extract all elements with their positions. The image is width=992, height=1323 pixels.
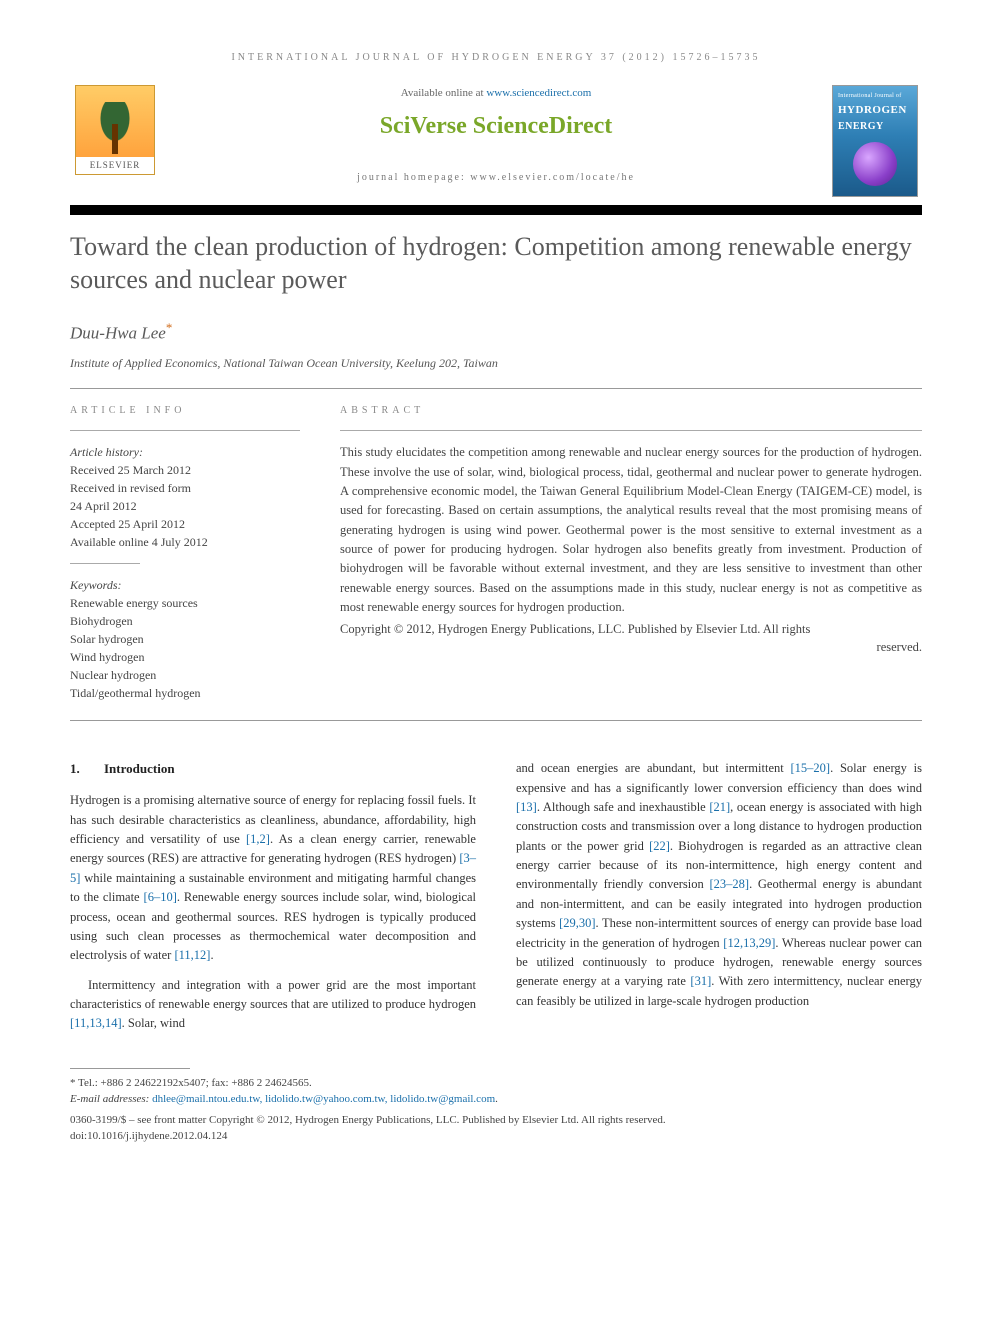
keywords-block: Keywords: Renewable energy sources Biohy… <box>70 576 300 702</box>
journal-cover-icon[interactable]: International Journal of HYDROGEN ENERGY <box>832 85 918 197</box>
keywords-heading: Keywords: <box>70 576 300 594</box>
section-title: Introduction <box>104 761 175 776</box>
citation-link[interactable]: [12,13,29] <box>723 936 775 950</box>
legal-block: 0360-3199/$ – see front matter Copyright… <box>70 1112 922 1145</box>
info-abstract-row: ARTICLE INFO Article history: Received 2… <box>70 389 922 720</box>
available-prefix: Available online at <box>401 87 487 99</box>
paragraph: Hydrogen is a promising alternative sour… <box>70 791 476 965</box>
affiliation: Institute of Applied Economics, National… <box>70 354 922 372</box>
keyword: Renewable energy sources <box>70 594 300 612</box>
cover-line3: ENERGY <box>838 119 912 134</box>
journal-header: ELSEVIER Available online at www.science… <box>70 85 922 215</box>
article-title: Toward the clean production of hydrogen:… <box>70 231 922 296</box>
email-line: E-mail addresses: dhlee@mail.ntou.edu.tw… <box>70 1091 922 1108</box>
sciencedirect-link[interactable]: www.sciencedirect.com <box>486 87 591 99</box>
citation-link[interactable]: [11,13,14] <box>70 1016 122 1030</box>
sciencedirect-text: ScienceDirect <box>473 113 613 139</box>
journal-cover-block: International Journal of HYDROGEN ENERGY <box>832 85 922 197</box>
citation-link[interactable]: [15–20] <box>790 761 830 775</box>
info-rule-2 <box>70 563 140 564</box>
rule-bottom <box>70 720 922 721</box>
abstract-rule <box>340 430 922 431</box>
header-divider-bar <box>70 205 922 215</box>
sciverse-text: SciVerse <box>380 113 473 139</box>
article-history-block: Article history: Received 25 March 2012 … <box>70 443 300 551</box>
citation-link[interactable]: [29,30] <box>559 916 595 930</box>
keyword: Nuclear hydrogen <box>70 666 300 684</box>
homepage-prefix: journal homepage: <box>357 172 470 183</box>
elsevier-logo-icon[interactable]: ELSEVIER <box>75 85 155 175</box>
running-head: INTERNATIONAL JOURNAL OF HYDROGEN ENERGY… <box>70 50 922 65</box>
section-number: 1. <box>70 759 104 779</box>
keyword: Biohydrogen <box>70 612 300 630</box>
header-inner: ELSEVIER Available online at www.science… <box>70 85 922 197</box>
keyword: Tidal/geothermal hydrogen <box>70 684 300 702</box>
abstract-column: ABSTRACT This study elucidates the compe… <box>340 403 922 702</box>
history-heading: Article history: <box>70 443 300 461</box>
citation-link[interactable]: [23–28] <box>709 877 749 891</box>
citation-link[interactable]: [21] <box>709 800 730 814</box>
publisher-logo-block: ELSEVIER <box>70 85 160 175</box>
paragraph: Intermittency and integration with a pow… <box>70 976 476 1034</box>
author-name[interactable]: Duu-Hwa Lee <box>70 324 166 343</box>
sciverse-brand[interactable]: SciVerse ScienceDirect <box>170 108 822 144</box>
article-info-column: ARTICLE INFO Article history: Received 2… <box>70 403 300 702</box>
history-line: 24 April 2012 <box>70 497 300 515</box>
citation-link[interactable]: [1,2] <box>246 832 270 846</box>
doi-link[interactable]: 10.1016/j.ijhydene.2012.04.124 <box>87 1130 227 1142</box>
history-line: Available online 4 July 2012 <box>70 533 300 551</box>
author-line: Duu-Hwa Lee* <box>70 318 922 346</box>
citation-link[interactable]: [6–10] <box>144 890 177 904</box>
section-heading-1: 1.Introduction <box>70 759 476 779</box>
footer-area: * Tel.: +886 2 24622192x5407; fax: +886 … <box>70 1068 922 1145</box>
footnote-rule <box>70 1068 190 1069</box>
cover-line2: HYDROGEN <box>838 102 912 119</box>
copyright-left: Copyright © 2012, Hydrogen Energy Public… <box>340 622 810 636</box>
cover-orb-icon <box>853 142 897 186</box>
email-label: E-mail addresses: <box>70 1093 152 1105</box>
corresponding-star-icon: * <box>166 320 173 335</box>
body-columns: 1.Introduction Hydrogen is a promising a… <box>70 759 922 1044</box>
citation-link[interactable]: [11,12] <box>174 948 210 962</box>
citation-link[interactable]: [22] <box>649 839 670 853</box>
email-link[interactable]: dhlee@mail.ntou.edu.tw, lidolido.tw@yaho… <box>152 1093 495 1105</box>
keyword: Solar hydrogen <box>70 630 300 648</box>
elsevier-tree-icon <box>90 102 140 157</box>
cover-line1: International Journal of <box>838 92 912 101</box>
citation-link[interactable]: [13] <box>516 800 537 814</box>
journal-homepage-line: journal homepage: www.elsevier.com/locat… <box>170 170 822 185</box>
corresponding-footnote: * Tel.: +886 2 24622192x5407; fax: +886 … <box>70 1075 922 1108</box>
legal-line1: 0360-3199/$ – see front matter Copyright… <box>70 1112 922 1129</box>
available-online-line: Available online at www.sciencedirect.co… <box>170 85 822 102</box>
info-rule-1 <box>70 430 300 431</box>
homepage-url[interactable]: www.elsevier.com/locate/he <box>470 172 635 183</box>
abstract-label: ABSTRACT <box>340 403 922 418</box>
keyword: Wind hydrogen <box>70 648 300 666</box>
body-left-column: 1.Introduction Hydrogen is a promising a… <box>70 759 476 1044</box>
copyright-right: reserved. <box>340 638 922 657</box>
article-page: INTERNATIONAL JOURNAL OF HYDROGEN ENERGY… <box>0 0 992 1185</box>
abstract-text: This study elucidates the competition am… <box>340 443 922 617</box>
header-center: Available online at www.sciencedirect.co… <box>160 85 832 185</box>
elsevier-label: ELSEVIER <box>76 157 154 175</box>
tel-fax-line: * Tel.: +886 2 24622192x5407; fax: +886 … <box>70 1075 922 1092</box>
legal-line2: doi:10.1016/j.ijhydene.2012.04.124 <box>70 1128 922 1145</box>
abstract-copyright: Copyright © 2012, Hydrogen Energy Public… <box>340 620 922 658</box>
history-line: Received 25 March 2012 <box>70 461 300 479</box>
body-right-column: and ocean energies are abundant, but int… <box>516 759 922 1044</box>
history-line: Received in revised form <box>70 479 300 497</box>
citation-link[interactable]: [31] <box>690 974 711 988</box>
doi-prefix: doi: <box>70 1130 87 1142</box>
article-info-label: ARTICLE INFO <box>70 403 300 418</box>
paragraph: and ocean energies are abundant, but int… <box>516 759 922 1011</box>
history-line: Accepted 25 April 2012 <box>70 515 300 533</box>
